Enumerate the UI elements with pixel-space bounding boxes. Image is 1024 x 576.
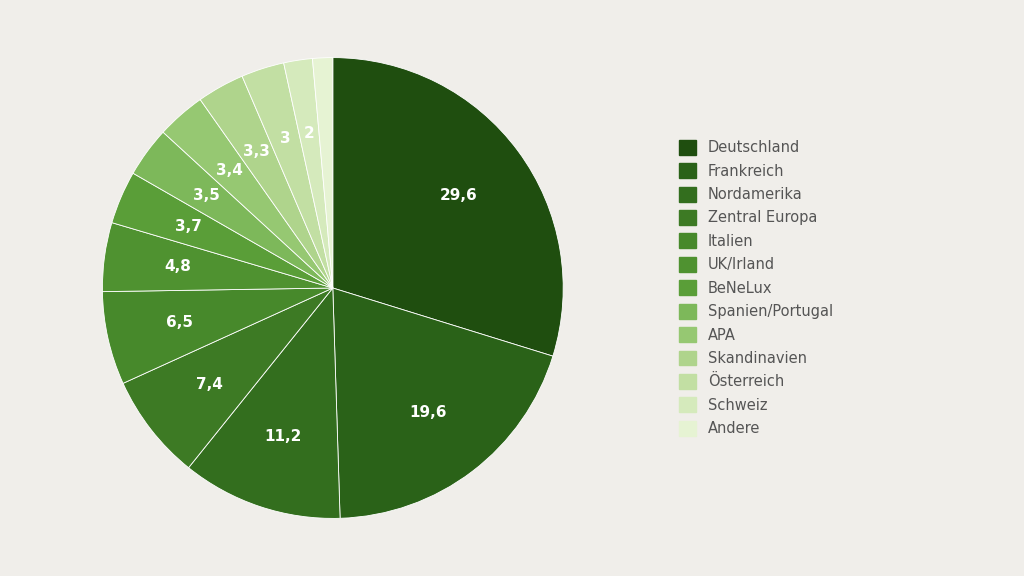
Wedge shape bbox=[312, 58, 333, 288]
Text: 2: 2 bbox=[304, 126, 314, 141]
Wedge shape bbox=[333, 288, 553, 518]
Text: 3,7: 3,7 bbox=[175, 219, 202, 234]
Wedge shape bbox=[284, 59, 333, 288]
Text: 3,3: 3,3 bbox=[243, 143, 270, 158]
Wedge shape bbox=[242, 63, 333, 288]
Wedge shape bbox=[201, 76, 333, 288]
Text: 29,6: 29,6 bbox=[440, 188, 478, 203]
Text: 19,6: 19,6 bbox=[409, 405, 446, 420]
Text: 7,4: 7,4 bbox=[196, 377, 222, 392]
Text: 3,4: 3,4 bbox=[216, 163, 243, 178]
Text: 11,2: 11,2 bbox=[264, 429, 302, 444]
Text: 3,5: 3,5 bbox=[193, 188, 220, 203]
Wedge shape bbox=[123, 288, 333, 468]
Text: 3: 3 bbox=[280, 131, 291, 146]
Wedge shape bbox=[102, 288, 333, 384]
Legend: Deutschland, Frankreich, Nordamerika, Zentral Europa, Italien, UK/Irland, BeNeLu: Deutschland, Frankreich, Nordamerika, Ze… bbox=[672, 132, 841, 444]
Wedge shape bbox=[133, 132, 333, 288]
Wedge shape bbox=[333, 58, 563, 356]
Text: 4,8: 4,8 bbox=[164, 259, 191, 274]
Wedge shape bbox=[112, 173, 333, 288]
Wedge shape bbox=[163, 100, 333, 288]
Wedge shape bbox=[102, 223, 333, 291]
Wedge shape bbox=[188, 288, 340, 518]
Text: 6,5: 6,5 bbox=[167, 315, 194, 330]
